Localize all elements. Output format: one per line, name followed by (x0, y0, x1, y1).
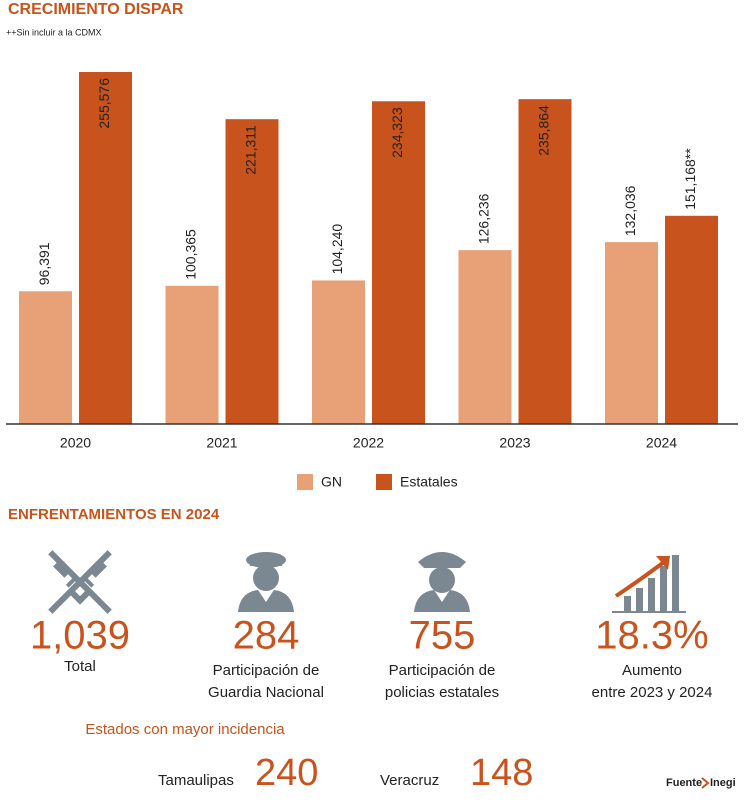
bar (225, 119, 279, 424)
source: Inegi (710, 777, 736, 789)
stat-caption: Aumento (622, 662, 682, 679)
bar (19, 291, 72, 424)
x-tick-label: 2023 (499, 435, 530, 451)
stat-caption: Guardia Nacional (208, 684, 324, 701)
stat-value: 18.3% (595, 614, 708, 658)
value-label: 96,391 (36, 242, 52, 285)
legend-swatch (376, 474, 392, 490)
legend-label: GN (321, 474, 342, 490)
bar (79, 72, 132, 424)
bar (665, 215, 718, 424)
section-title: ENFRENTAMIENTOS EN 2024 (8, 506, 220, 523)
x-tick-label: 2022 (353, 435, 384, 451)
bar-chart: 2020 96,391 255,576 2021 100,365 221,311 2022 1… (19, 72, 718, 490)
stat-value: 284 (233, 614, 300, 658)
bar (518, 99, 572, 425)
value-label: 126,236 (476, 193, 492, 244)
state-value: 240 (255, 752, 318, 794)
value-label: 151,168** (682, 148, 698, 210)
value-label: 100,365 (183, 229, 199, 280)
bar (372, 101, 425, 424)
stat-value: 755 (409, 614, 476, 658)
bar (165, 285, 219, 424)
value-label: 235,864 (536, 105, 552, 156)
x-tick-label: 2020 (60, 435, 91, 451)
value-label: 221,311 (243, 125, 259, 175)
value-label: 104,240 (329, 224, 345, 275)
growth-icon (612, 555, 686, 613)
x-tick-label: 2024 (646, 435, 677, 451)
chart-title: CRECIMIENTO DISPAR (8, 1, 184, 18)
stat-caption: Participación de (213, 662, 320, 679)
state-name: Tamaulipas (158, 772, 234, 789)
chart-note: ++Sin incluir a la CDMX (6, 27, 102, 37)
bar (605, 242, 658, 424)
legend-label: Estatales (400, 474, 458, 490)
states-title: Estados con mayor incidencia (85, 721, 285, 738)
stat-caption: policias estatales (385, 684, 499, 701)
source-arrow (701, 777, 710, 789)
value-label: 132,036 (622, 185, 638, 236)
x-tick-label: 2021 (206, 435, 237, 451)
rifles-icon (48, 550, 112, 614)
guard-icon (238, 552, 294, 612)
source-label: Fuente (666, 777, 702, 789)
stat-value: 1,039 (30, 614, 130, 658)
value-label: 234,323 (389, 107, 405, 158)
stat-caption: entre 2023 y 2024 (592, 684, 713, 701)
bar (312, 280, 365, 424)
states: Tamaulipas 240 Veracruz 148 (158, 752, 533, 794)
police-icon (414, 552, 470, 612)
legend-swatch (297, 474, 313, 490)
state-value: 148 (470, 752, 533, 794)
value-label: 255,576 (96, 78, 112, 129)
stat-caption: Participación de (389, 662, 496, 679)
bar (458, 250, 512, 424)
stat-caption: Total (64, 658, 96, 675)
state-name: Veracruz (380, 772, 439, 789)
